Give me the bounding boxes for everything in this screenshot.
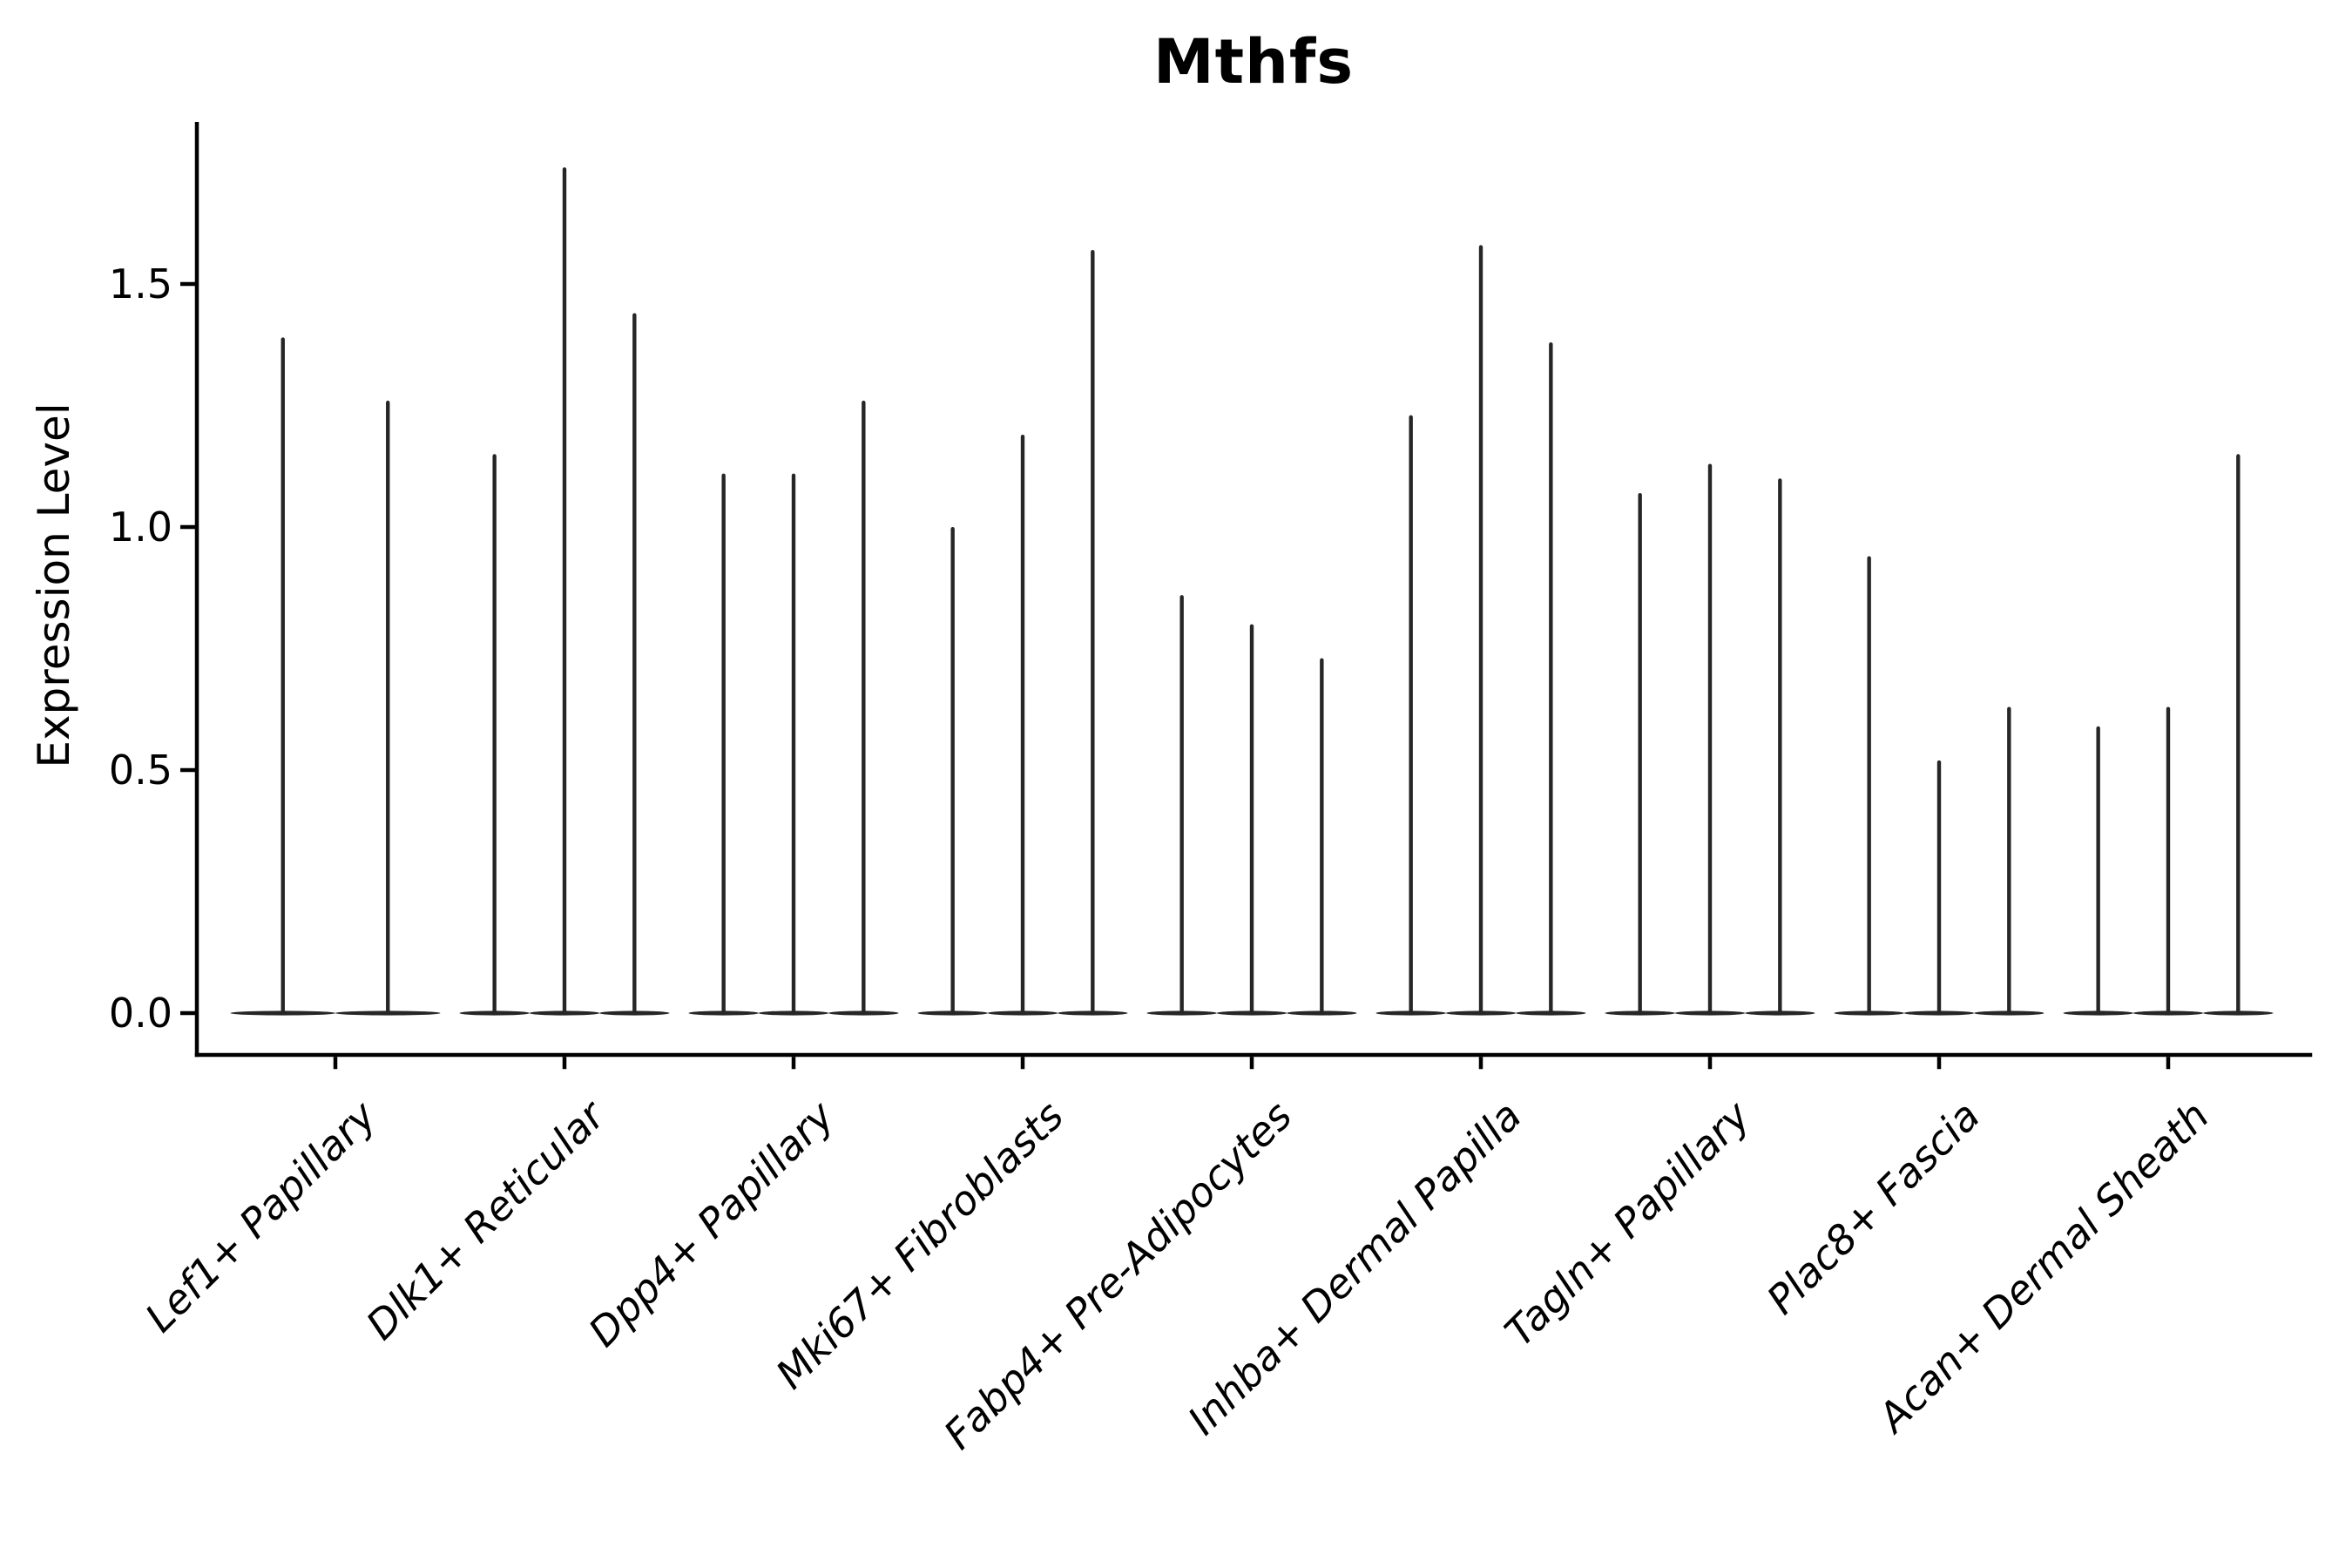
violin-spike [1867, 556, 1871, 1015]
violin-spike [632, 313, 637, 1016]
violin-spike [1478, 245, 1484, 1015]
violin-spike [1549, 341, 1553, 1016]
violin-spike [2096, 726, 2100, 1015]
x-tick-mark [1020, 1057, 1025, 1070]
violin-spike [1707, 463, 1713, 1015]
x-tick-mark [1249, 1057, 1254, 1070]
violin-spike [1249, 624, 1254, 1015]
violin-spike [562, 167, 567, 1015]
violin-spike [280, 337, 285, 1015]
violin-spike [1409, 415, 1413, 1015]
x-tick-mark [1707, 1057, 1713, 1070]
y-tick-label: 0.0 [108, 990, 172, 1037]
x-tick-mark [333, 1057, 338, 1070]
violin-spike [492, 454, 497, 1015]
violin-spike [862, 400, 866, 1015]
violin-spike [791, 473, 796, 1015]
violin-spike [721, 473, 726, 1015]
y-tick-label: 0.5 [108, 747, 172, 794]
y-tick-mark [180, 767, 197, 773]
violin-spike [2007, 706, 2011, 1015]
x-tick-mark [562, 1057, 567, 1070]
y-tick-mark [180, 281, 197, 287]
violin-spike [1936, 760, 1942, 1015]
x-axis-spine [194, 1052, 2313, 1058]
y-tick-mark [180, 1010, 197, 1016]
x-tick-mark [1936, 1057, 1942, 1070]
y-axis-spine [194, 122, 199, 1058]
violin-spike [1020, 434, 1025, 1016]
plot-title: Mthfs [1152, 26, 1355, 98]
x-tick-mark [791, 1057, 796, 1070]
violin-spike [1091, 249, 1095, 1015]
violin-spike [950, 527, 955, 1015]
y-tick-mark [180, 524, 197, 530]
violin-spike [1638, 492, 1642, 1015]
y-tick-label: 1.0 [108, 504, 172, 551]
violin-spike [386, 400, 390, 1015]
violin-spike [2166, 706, 2171, 1015]
y-tick-label: 1.5 [108, 260, 172, 308]
x-tick-mark [2166, 1057, 2171, 1070]
violin-spike [1320, 658, 1324, 1015]
x-tick-mark [1478, 1057, 1484, 1070]
violin-spike [1778, 478, 1782, 1015]
violin-spike [2236, 454, 2240, 1015]
violin-spike [1179, 595, 1184, 1015]
